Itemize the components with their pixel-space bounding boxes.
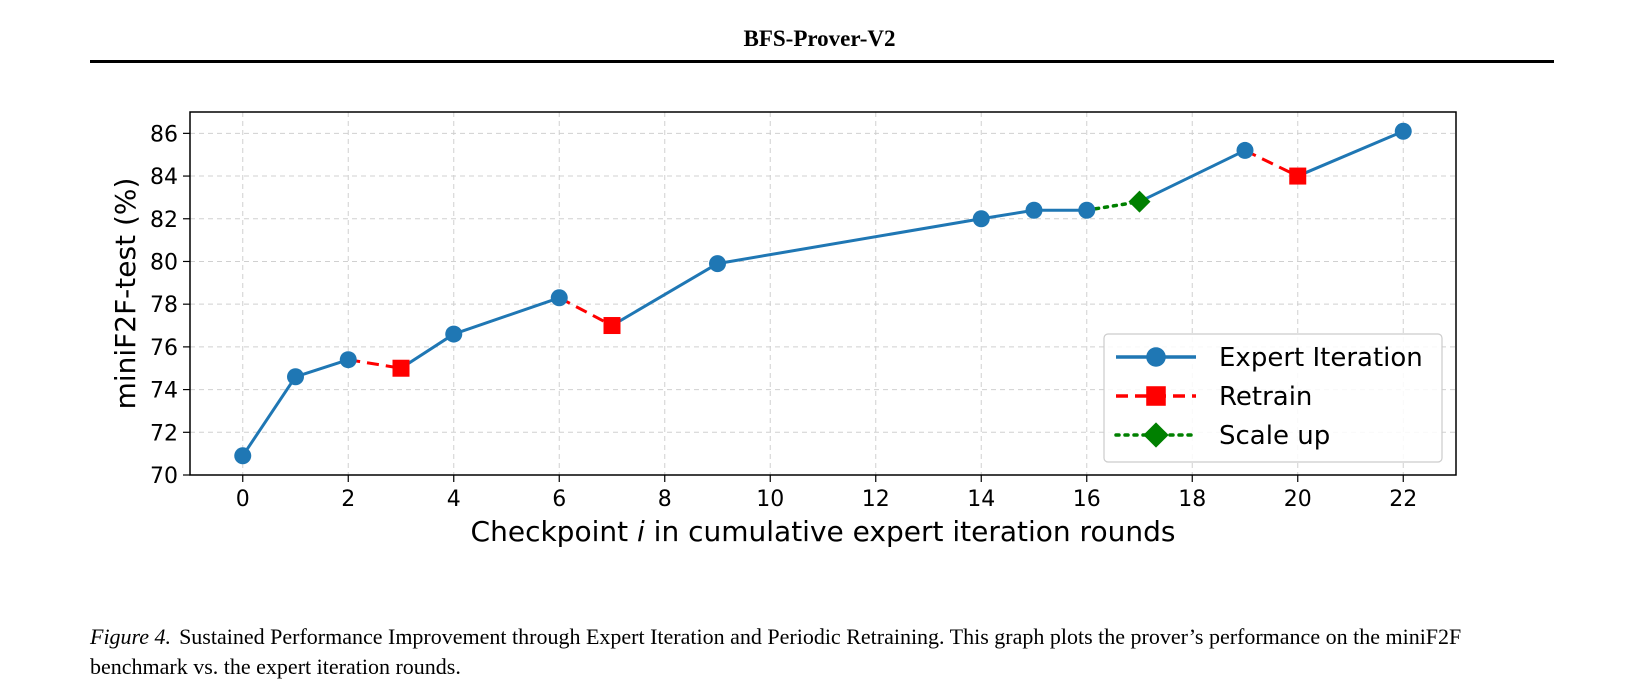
y-tick-label: 82 — [150, 208, 178, 233]
retrain-point — [603, 317, 621, 335]
header-rule — [90, 60, 1554, 63]
legend-marker-retrain — [1146, 386, 1166, 406]
y-tick-label: 70 — [150, 464, 178, 489]
page-header-title: BFS-Prover-V2 — [743, 26, 896, 51]
legend-label-scale-up: Scale up — [1219, 421, 1330, 451]
figure-label: Figure 4. — [90, 624, 172, 649]
expert-iteration-point — [1025, 201, 1043, 219]
expert-iteration-point — [550, 289, 568, 307]
x-tick-label: 6 — [552, 487, 566, 512]
expert-iteration-point — [445, 325, 463, 343]
legend-marker-expert-iteration — [1146, 347, 1166, 367]
expert-iteration-point — [1394, 122, 1412, 140]
retrain-line — [348, 358, 402, 370]
expert-iteration-point — [339, 351, 357, 369]
legend-label-expert-iteration: Expert Iteration — [1219, 343, 1423, 373]
x-tick-label: 4 — [447, 487, 461, 512]
figure-caption: Figure 4. Sustained Performance Improveme… — [90, 622, 1560, 682]
y-tick-label: 80 — [150, 250, 178, 275]
y-tick-label: 84 — [150, 165, 178, 190]
retrain-point — [392, 359, 410, 377]
x-tick-label: 10 — [756, 487, 784, 512]
expert-iteration-point — [972, 210, 990, 228]
legend-marker-scale-up — [1143, 422, 1169, 448]
retrain-line — [1244, 149, 1299, 178]
expert-iteration-line — [1297, 129, 1404, 178]
expert-iteration-point — [709, 255, 726, 273]
legend: Expert Iteration Retrain Scale up — [1103, 333, 1443, 463]
expert-iteration-point — [287, 368, 304, 386]
axis-ticks: 0 2 4 6 8 10 12 14 16 18 20 22 70 72 74 76 78 80 82 84 86 — [150, 122, 1417, 512]
expert-iteration-point — [234, 447, 252, 465]
y-tick-label: 74 — [150, 379, 178, 404]
caption-text: Sustained Performance Improvement throug… — [90, 624, 1462, 679]
expert-iteration-line — [400, 296, 560, 370]
x-tick-label: 0 — [236, 487, 250, 512]
expert-iteration-point — [1078, 201, 1096, 219]
expert-iteration-line — [1138, 149, 1246, 204]
retrain-line — [558, 296, 613, 327]
plot-frame — [189, 111, 1457, 476]
x-tick-label: 8 — [658, 487, 672, 512]
x-tick-label: 20 — [1284, 487, 1312, 512]
x-axis-label-suffix: in cumulative expert iteration rounds — [645, 515, 1176, 548]
y-tick-label: 76 — [150, 336, 178, 361]
x-axis-label-variable: i — [637, 515, 645, 548]
retrain-point — [1289, 167, 1307, 185]
x-tick-label: 12 — [862, 487, 890, 512]
data-series — [234, 122, 1412, 465]
expert-iteration-point — [1236, 141, 1254, 159]
x-tick-label: 14 — [967, 487, 995, 512]
x-axis-label: Checkpoint i in cumulative expert iterat… — [471, 515, 1176, 548]
y-tick-label: 86 — [150, 122, 178, 147]
x-tick-label: 2 — [341, 487, 355, 512]
expert-iteration-line — [611, 208, 1087, 327]
x-tick-label: 16 — [1073, 487, 1101, 512]
y-axis-label: miniF2F-test (%) — [109, 178, 142, 410]
x-axis-label-prefix: Checkpoint — [471, 515, 637, 548]
x-tick-label: 18 — [1178, 487, 1206, 512]
y-tick-label: 72 — [150, 421, 178, 446]
legend-label-retrain: Retrain — [1219, 382, 1312, 412]
y-tick-label: 78 — [150, 293, 178, 318]
line-chart: 0 2 4 6 8 10 12 14 16 18 20 22 70 72 74 76 78 80 82 84 86 Ch… — [109, 111, 1457, 548]
legend-box — [1103, 333, 1443, 463]
scale-up-point — [1128, 190, 1151, 213]
x-tick-label: 22 — [1389, 487, 1417, 512]
